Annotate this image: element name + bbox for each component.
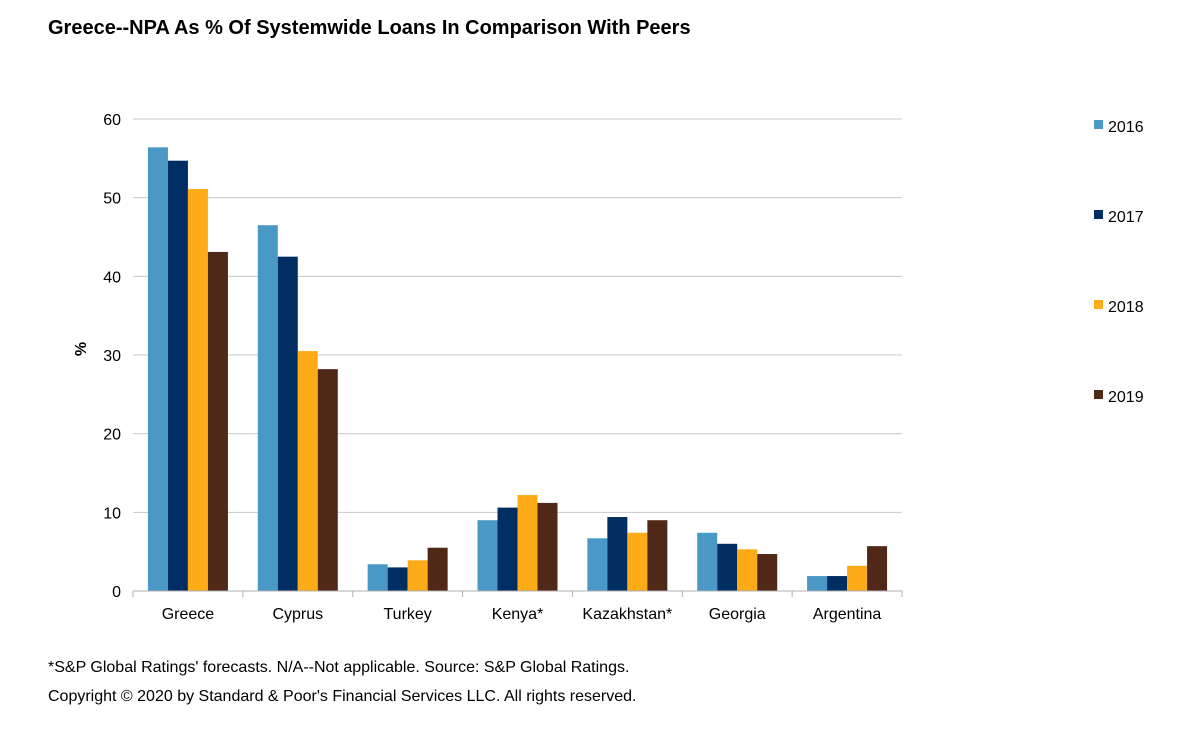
bar-cyprus-2018: [297, 351, 318, 591]
bar-cyprus-2016: [257, 225, 278, 591]
footnote-source: *S&P Global Ratings' forecasts. N/A--Not…: [48, 659, 630, 676]
x-tick-label: Greece: [162, 606, 215, 623]
x-tick-label: Kenya*: [492, 606, 544, 623]
x-tick-label: Argentina: [813, 606, 882, 623]
legend-swatch-2019: [1094, 390, 1103, 399]
bar-greece-2016: [147, 147, 168, 591]
bar-kenya-2016: [477, 520, 498, 591]
y-tick-label: 60: [103, 112, 121, 129]
bar-cyprus-2017: [277, 256, 298, 591]
chart-title: Greece--NPA As % Of Systemwide Loans In …: [48, 17, 691, 39]
footnote-copyright: Copyright © 2020 by Standard & Poor's Fi…: [48, 688, 637, 705]
legend-label-2019: 2019: [1108, 389, 1144, 406]
bar-argentina-2016: [807, 576, 828, 591]
legend-label-2017: 2017: [1108, 209, 1144, 226]
bars: [147, 147, 888, 592]
y-axis-ticks: 0 10 20 30 40 50 60: [103, 112, 121, 601]
y-tick-label: 10: [103, 505, 121, 522]
y-tick-label: 50: [103, 191, 121, 208]
legend: 2016 2017 2018 2019: [1094, 119, 1144, 406]
legend-swatch-2018: [1094, 300, 1103, 309]
legend-label-2016: 2016: [1108, 119, 1144, 136]
bar-greece-2018: [187, 189, 208, 591]
bar-argentina-2018: [847, 565, 868, 591]
bar-kazakhstan-2019: [647, 520, 668, 591]
bar-kenya-2017: [497, 507, 518, 591]
bar-turkey-2019: [427, 547, 448, 591]
x-tick-label: Georgia: [709, 606, 766, 623]
bar-georgia-2019: [757, 554, 778, 591]
bar-greece-2019: [207, 251, 228, 592]
gridlines: [133, 118, 902, 513]
x-axis: Greece Cyprus Turkey Kenya* Kazakhstan* Georg…: [132, 590, 903, 623]
bar-greece-2017: [167, 160, 188, 591]
legend-swatch-2016: [1094, 120, 1103, 129]
bar-kenya-2019: [537, 502, 558, 591]
bar-kazakhstan-2016: [587, 538, 608, 591]
legend-label-2018: 2018: [1108, 299, 1144, 316]
x-tick-label: Kazakhstan*: [582, 606, 672, 623]
y-tick-label: 30: [103, 348, 121, 365]
bar-turkey-2018: [407, 560, 428, 591]
legend-swatch-2017: [1094, 210, 1103, 219]
bar-cyprus-2019: [317, 369, 338, 591]
y-axis-label: %: [73, 342, 90, 356]
y-tick-label: 0: [112, 584, 121, 601]
bar-kazakhstan-2017: [607, 517, 628, 591]
bar-turkey-2016: [367, 564, 388, 591]
bar-argentina-2019: [867, 546, 888, 591]
y-tick-label: 20: [103, 427, 121, 444]
bar-georgia-2017: [717, 543, 738, 591]
y-tick-label: 40: [103, 269, 121, 286]
bar-kenya-2018: [517, 495, 538, 591]
x-tick-label: Turkey: [383, 606, 431, 623]
bar-argentina-2017: [827, 576, 848, 591]
bar-turkey-2017: [387, 567, 408, 591]
bar-kazakhstan-2018: [627, 532, 648, 591]
x-tick-label: Cyprus: [272, 606, 323, 623]
bar-georgia-2018: [737, 549, 758, 591]
bar-georgia-2016: [697, 532, 718, 591]
